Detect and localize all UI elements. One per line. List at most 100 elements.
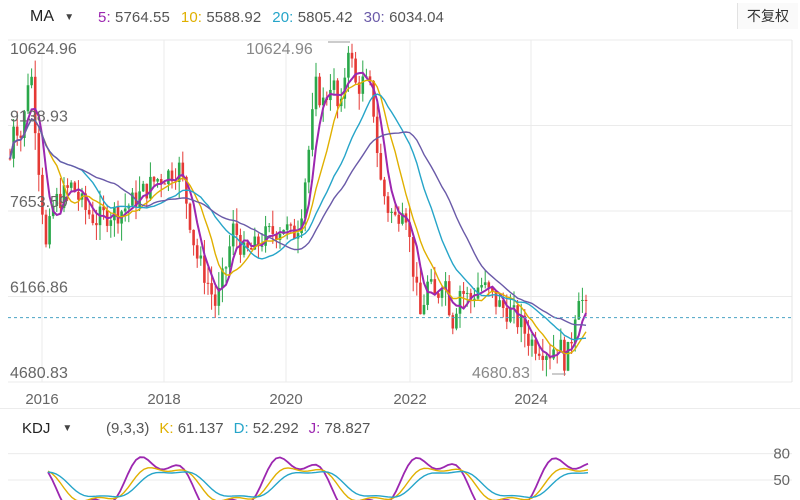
candle-body: [361, 76, 365, 94]
candle-body: [30, 76, 33, 86]
kdj-selector[interactable]: KDJ ▼: [22, 420, 106, 437]
year-tick-label: 2016: [25, 391, 58, 408]
candle-body: [167, 170, 170, 185]
candle-body: [458, 290, 462, 314]
candle-body: [491, 287, 494, 292]
candlestick-chart[interactable]: 10624.96 9138.93 7653.59 6166.86 4680.83 2016…: [0, 34, 800, 408]
year-tick-label: 2020: [269, 391, 302, 408]
candle-body: [473, 298, 476, 300]
kdj-chart[interactable]: 80 50 20: [0, 436, 800, 500]
adjust-toggle-button[interactable]: 不复权: [737, 3, 798, 29]
candle-body: [527, 333, 530, 346]
candle-body: [156, 179, 159, 182]
candle-body: [584, 299, 588, 301]
ma-selector[interactable]: MA ▼: [30, 8, 98, 26]
candle-body: [433, 279, 437, 294]
candle-body: [33, 76, 37, 134]
candle-body: [69, 182, 73, 188]
candle-body: [228, 246, 231, 268]
candle-body: [15, 126, 19, 136]
ma-selector-label: MA: [30, 8, 55, 25]
kdj-j-line: [47, 456, 589, 500]
chevron-down-icon: ▼: [62, 422, 73, 434]
candle-body: [375, 116, 379, 154]
candle-body: [390, 211, 393, 213]
kdj-d-number: 52.292: [252, 419, 299, 437]
candle-body: [206, 282, 210, 284]
chevron-down-icon: ▼: [64, 11, 75, 23]
candle-body: [95, 223, 98, 226]
kdj-k-key: K:: [159, 419, 174, 437]
kdj-k-line: [47, 467, 589, 500]
candle-body: [195, 245, 199, 259]
candle-body: [152, 176, 156, 182]
kdj-axis-label: 20: [773, 498, 790, 500]
kdj-d-key: D:: [233, 419, 249, 437]
candle-body: [267, 226, 271, 228]
candle-body: [59, 193, 62, 209]
candle-body: [498, 300, 501, 307]
candle-body: [429, 279, 433, 282]
candle-body: [357, 82, 361, 94]
candle-body: [343, 77, 347, 99]
candle-body: [422, 304, 426, 315]
ma30-number: 6034.04: [389, 8, 444, 26]
candle-body: [177, 162, 181, 183]
ma10-key: 10:: [180, 8, 203, 26]
candle-body: [437, 293, 440, 298]
candle-body: [383, 179, 386, 197]
candle-body: [465, 292, 469, 294]
candle-body: [19, 135, 23, 138]
candle-body: [505, 308, 509, 322]
candle-body: [314, 76, 318, 110]
candle-body: [321, 97, 325, 106]
kdj-j-key: J:: [308, 419, 321, 437]
candle-body: [159, 179, 163, 184]
candle-body: [246, 242, 249, 248]
candle-body: [26, 85, 30, 112]
candle-body: [296, 233, 300, 239]
candle-body: [23, 111, 26, 138]
candle-body: [447, 281, 451, 316]
candle-body: [455, 313, 458, 329]
candle-body: [350, 52, 354, 59]
ma20-line: [9, 93, 587, 341]
candle-body: [149, 176, 152, 199]
candle-body: [242, 242, 246, 255]
candle-body: [573, 319, 577, 344]
candle-body: [37, 133, 41, 175]
candle-body: [494, 291, 498, 307]
candle-body: [469, 292, 473, 300]
candle-body: [552, 349, 555, 359]
candle-body: [73, 182, 77, 192]
candle-body: [199, 255, 203, 259]
candle-body: [77, 191, 80, 200]
candle-body: [530, 339, 534, 346]
candle-body: [512, 305, 516, 308]
candle-body: [401, 213, 404, 224]
ma10-value: 10: 5588.92: [181, 9, 261, 26]
ma10-number: 5588.92: [206, 8, 262, 26]
ma30-key: 30:: [363, 8, 385, 26]
candle-body: [559, 339, 563, 351]
candle-body: [260, 245, 264, 247]
candle-body: [541, 355, 545, 360]
candle-body: [84, 193, 87, 210]
candle-body: [213, 294, 217, 306]
candle-body: [483, 282, 487, 286]
candle-body: [581, 299, 584, 301]
candle-body: [91, 214, 95, 224]
kdj-selector-label: KDJ: [22, 419, 51, 437]
ma5-value: 5: 5764.55: [98, 9, 170, 26]
kdj-d-line: [47, 470, 589, 499]
candle-body: [141, 183, 145, 192]
candle-body: [257, 236, 260, 247]
candle-body: [379, 153, 383, 180]
candle-body: [311, 109, 314, 150]
candle-body: [419, 282, 422, 315]
candle-body: [440, 289, 444, 298]
candle-body: [62, 185, 66, 209]
candle-body: [285, 224, 289, 230]
ma5-number: 5764.55: [115, 8, 170, 26]
candle-body: [487, 282, 491, 288]
